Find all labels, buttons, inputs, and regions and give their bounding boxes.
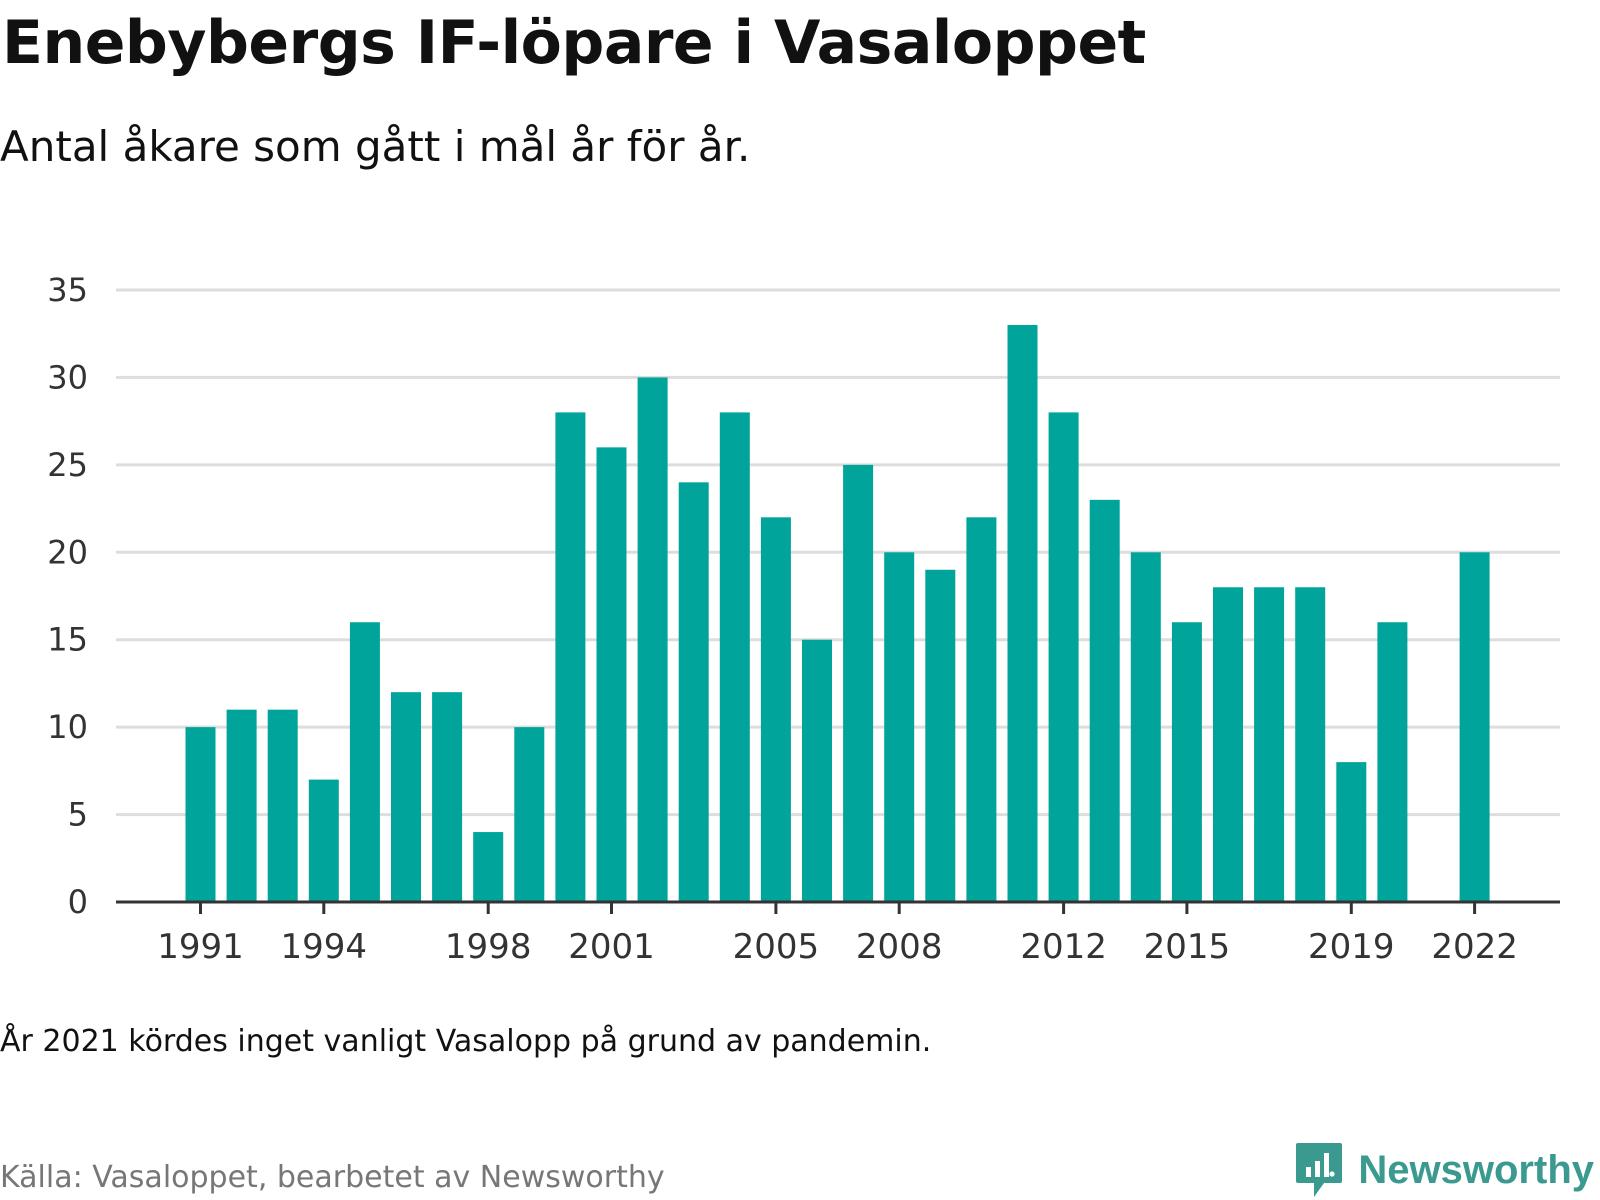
x-tick-label: 2022: [1431, 927, 1518, 967]
bar-2014: [1130, 552, 1161, 902]
bar-2004: [719, 412, 750, 902]
y-axis-ticks: 0 5 10 15 20 25 30 35: [47, 271, 88, 921]
bar-2012: [1048, 412, 1079, 902]
y-tick-label: 10: [47, 708, 88, 746]
bar-2000: [555, 412, 586, 902]
bar-2010: [966, 517, 997, 902]
bar-2019: [1336, 762, 1367, 902]
bar-1994: [308, 779, 339, 902]
x-axis-ticks: 1991 1994 1998 2001 2005 2008 2012 2015 2019 2022: [157, 902, 1518, 967]
bar-2020: [1377, 622, 1408, 902]
bar-1996: [391, 692, 421, 902]
bar-2011: [1007, 324, 1038, 902]
bar-2006: [802, 639, 832, 902]
bar-2017: [1254, 587, 1285, 902]
brand-name: Newsworthy: [1358, 1147, 1594, 1192]
bars: [185, 324, 1490, 902]
x-tick-label: 2005: [733, 927, 820, 967]
gridlines: [116, 288, 1560, 817]
chart-note: År 2021 kördes inget vanligt Vasalopp på…: [0, 1024, 932, 1059]
bar-2008: [884, 552, 915, 902]
bar-2016: [1213, 587, 1243, 902]
x-tick-label: 2019: [1308, 927, 1395, 967]
bar-2013: [1089, 499, 1120, 902]
bar-2001: [596, 447, 627, 902]
y-tick-label: 15: [47, 621, 88, 659]
bar-2022: [1459, 552, 1490, 902]
bar-1999: [514, 727, 545, 902]
x-tick-label: 2001: [568, 927, 655, 967]
y-tick-label: 25: [47, 446, 88, 484]
bar-2005: [760, 517, 791, 902]
y-tick-label: 35: [47, 271, 88, 309]
x-tick-label: 1994: [281, 927, 368, 967]
bar-1998: [473, 832, 504, 902]
bar-1993: [267, 709, 298, 902]
bar-1997: [432, 692, 463, 902]
brand-logo[interactable]: Newsworthy: [1294, 1140, 1594, 1200]
source-text: Källa: Vasaloppet, bearbetet av Newswort…: [0, 1160, 665, 1195]
bar-1991: [185, 727, 216, 902]
bar-2007: [843, 464, 874, 902]
bar-1992: [226, 709, 257, 902]
bar-1995: [349, 622, 380, 902]
bar-chart: 0 5 10 15 20 25 30 35 1991 1994 1998 2001 2005 2008 2…: [47, 271, 1560, 967]
x-tick-label: 1991: [157, 927, 244, 967]
bar-2002: [637, 377, 668, 902]
bar-2018: [1295, 587, 1326, 902]
y-tick-label: 5: [68, 796, 88, 834]
x-tick-label: 2008: [856, 927, 943, 967]
chart-title: Enebybergs IF-löpare i Vasaloppet: [2, 8, 1146, 78]
newsworthy-logo-icon: [1296, 1143, 1343, 1197]
y-tick-label: 20: [47, 533, 88, 571]
bar-2009: [925, 569, 956, 902]
x-tick-label: 1998: [445, 927, 532, 967]
bar-2003: [678, 482, 709, 902]
x-tick-label: 2015: [1144, 927, 1231, 967]
bar-2015: [1171, 622, 1202, 902]
x-tick-label: 2012: [1020, 927, 1107, 967]
y-tick-label: 30: [47, 358, 88, 396]
chart-subtitle: Antal åkare som gått i mål år för år.: [0, 122, 751, 171]
y-tick-label: 0: [68, 883, 88, 921]
